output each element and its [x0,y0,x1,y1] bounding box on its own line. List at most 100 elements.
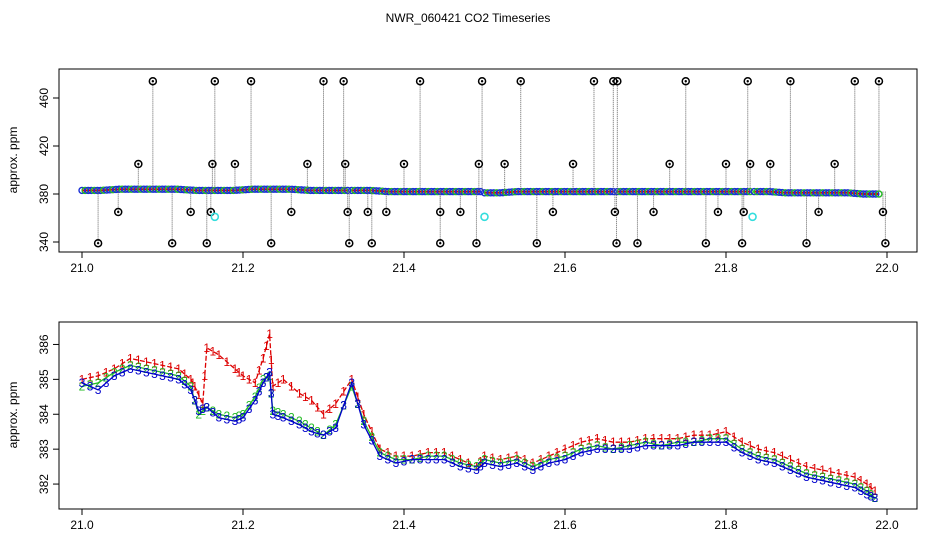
top-x-tick-label: 21.0 [70,261,94,275]
bottom-series-marker-3: 3 [562,453,569,467]
bottom-series-marker-3: 3 [224,412,231,426]
top-outlier-point [472,238,481,248]
bottom-series-marker-3: 3 [739,446,746,460]
bottom-series-marker-1: 1 [252,376,259,390]
bottom-series-marker-1: 1 [578,435,585,449]
bottom-series-marker-2: 2 [393,453,400,467]
bottom-series-marker-3: 3 [332,421,339,435]
bottom-series-marker-3: 3 [868,489,875,503]
bottom-series-marker-2: 2 [811,468,818,482]
bottom-series-marker-3: 3 [268,386,275,400]
bottom-series-marker-3: 3 [195,404,202,418]
bottom-series-marker-3: 3 [203,400,210,414]
top-outlier-point-dot [684,80,687,83]
bottom-series-marker-1: 1 [618,435,625,449]
bottom-series-marker-2: 2 [256,381,263,395]
bottom-series-marker-1: 1 [232,362,239,376]
bottom-series-marker-1: 1 [715,426,722,440]
bottom-series-marker-3: 3 [872,491,879,505]
bottom-series-marker-1: 1 [763,444,770,458]
bottom-series-marker-3: 3 [103,376,110,390]
top-outlier-point-dot [96,242,100,245]
bottom-series-marker-2: 2 [275,406,282,420]
bottom-series-marker-3: 3 [626,442,633,456]
bottom-series-marker-3: 3 [191,393,198,407]
top-outlier-point [881,238,890,248]
bottom-series-marker-3: 3 [425,453,432,467]
bottom-series-marker-2: 2 [111,365,118,379]
bottom-series-marker-1: 1 [803,460,810,474]
bottom-series-marker-1: 1 [377,442,384,456]
top-outlier-point-dot [884,242,887,245]
top-outlier-point [786,76,795,86]
bottom-series-marker-1: 1 [417,447,424,461]
bottom-series-marker-3: 3 [151,367,158,381]
bottom-series-marker-2: 2 [851,477,858,491]
top-outlier-point [148,76,158,86]
bottom-series-marker-3: 3 [489,458,496,472]
top-outlier-point [266,238,276,248]
bottom-series-marker-1: 1 [95,369,102,383]
top-outlier-point [93,238,103,248]
bottom-series-marker-2: 2 [95,376,102,390]
top-outlier-point [612,238,621,248]
top-outlier-point [766,159,775,169]
bottom-series-marker-1: 1 [570,439,577,453]
top-outlier-point [721,159,731,169]
bottom-series-marker-3: 3 [216,411,223,425]
top-cyan-point [210,212,220,222]
bottom-series-marker-1: 1 [288,379,295,393]
bottom-series-marker-1: 1 [872,484,879,498]
top-outlier-point [113,207,123,217]
bottom-series-marker-3: 3 [610,442,617,456]
bottom-series-marker-3: 3 [465,461,472,475]
bottom-series-marker-3: 3 [288,414,295,428]
bottom-series-marker-3: 3 [570,449,577,463]
bottom-series-marker-2: 2 [835,474,842,488]
bottom-series-marker-2: 2 [699,433,706,447]
top-outlier-point [532,238,542,248]
bottom-series-marker-2: 2 [857,481,864,495]
top-outlier-point-dot [233,162,237,166]
top-outlier-point [477,76,487,86]
top-outlier-point-dot [344,162,347,166]
top-outlier-point [246,76,256,86]
bottom-series-marker-1: 1 [332,397,339,411]
bottom-series-marker-1: 1 [586,433,593,447]
bottom-series-marker-1: 1 [224,355,231,369]
top-outlier-point-dot [742,210,745,214]
bottom-series-marker-1: 1 [275,376,282,390]
top-outlier-point-dot [249,80,253,83]
bottom-series-marker-3: 3 [119,365,126,379]
top-outlier-point [713,207,723,217]
top-outlier-point [548,207,558,217]
top-outlier-point-dot [439,210,442,214]
bottom-series-marker-1: 1 [360,407,367,421]
bottom-series-marker-2: 2 [348,379,355,393]
bottom-series-marker-3: 3 [181,378,188,392]
top-outlier-point-dot [740,242,744,245]
bottom-series-marker-2: 2 [562,449,569,463]
bottom-series-marker-2: 2 [181,374,188,388]
bottom-y-tick-label: 385 [37,369,51,389]
top-outlier-point [210,76,220,86]
bottom-series-marker-3: 3 [360,418,367,432]
bottom-series-marker-1: 1 [642,432,649,446]
bottom-series-marker-2: 2 [505,454,512,468]
bottom-series-marker-1: 1 [747,439,754,453]
bottom-series-marker-1: 1 [236,365,243,379]
bottom-series-marker-2: 2 [195,407,202,421]
top-plot-frame [58,68,918,253]
bottom-series-marker-3: 3 [368,433,375,447]
top-y-tick-label: 380 [37,184,51,204]
bottom-series-marker-1: 1 [201,369,208,383]
bottom-series-marker-1: 1 [260,351,267,365]
bottom-y-tick-label: 383 [37,439,51,459]
bottom-series-marker-2: 2 [385,449,392,463]
bottom-series-marker-1: 1 [203,341,210,355]
bottom-series-marker-2: 2 [481,453,488,467]
bottom-series-marker-1: 1 [666,432,673,446]
top-outlier-point [319,76,328,86]
bottom-series-marker-2: 2 [377,446,384,460]
